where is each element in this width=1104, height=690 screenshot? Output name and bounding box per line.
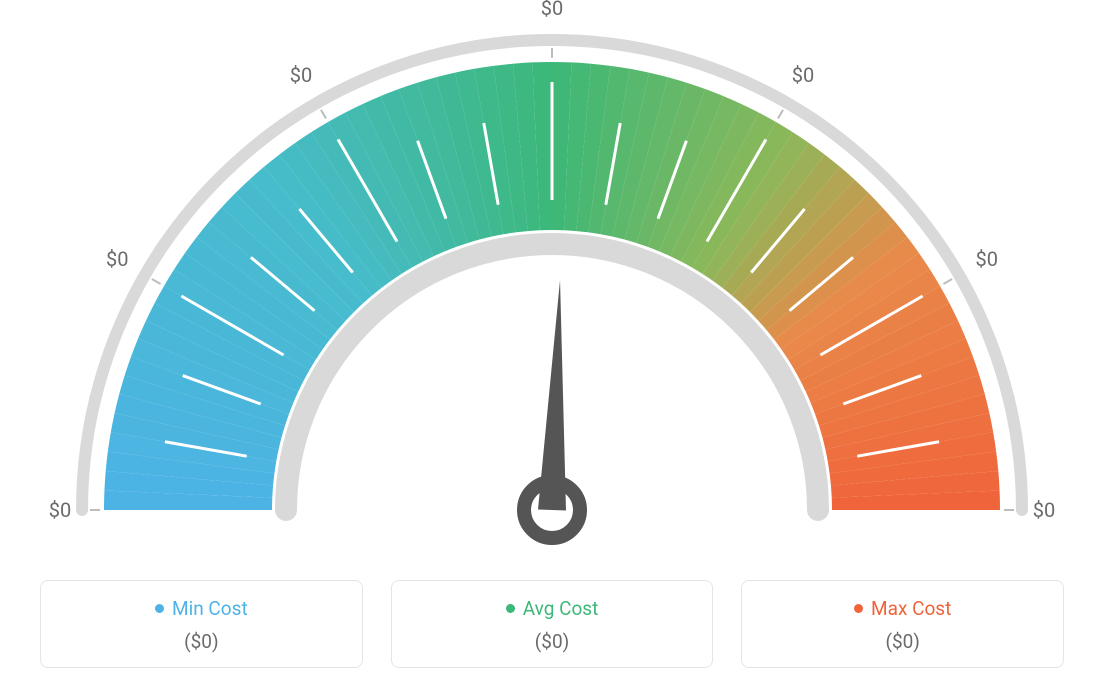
legend-row: Min Cost ($0) Avg Cost ($0) Max Cost ($0… [40,580,1064,668]
gauge-svg [0,0,1104,560]
legend-title-max: Max Cost [854,597,951,620]
gauge-tick-label: $0 [106,247,128,271]
gauge-tick-label: $0 [975,247,997,271]
legend-card-avg: Avg Cost ($0) [391,580,714,668]
gauge-tick-label: $0 [290,63,312,87]
gauge-tick-label: $0 [792,63,814,87]
legend-label-min: Min Cost [172,597,248,620]
legend-title-avg: Avg Cost [506,597,599,620]
legend-card-max: Max Cost ($0) [741,580,1064,668]
legend-value-max: ($0) [752,630,1053,653]
legend-dot-min [155,604,164,613]
gauge-chart: $0 $0 $0 $0 $0 $0 $0 [0,0,1104,560]
gauge-tick-label: $0 [541,0,563,20]
legend-value-avg: ($0) [402,630,703,653]
gauge-tick-label: $0 [49,498,71,522]
legend-dot-avg [506,604,515,613]
legend-label-max: Max Cost [871,597,951,620]
gauge-tick-label: $0 [1033,498,1055,522]
legend-label-avg: Avg Cost [523,597,599,620]
legend-card-min: Min Cost ($0) [40,580,363,668]
legend-dot-max [854,604,863,613]
legend-title-min: Min Cost [155,597,248,620]
legend-value-min: ($0) [51,630,352,653]
